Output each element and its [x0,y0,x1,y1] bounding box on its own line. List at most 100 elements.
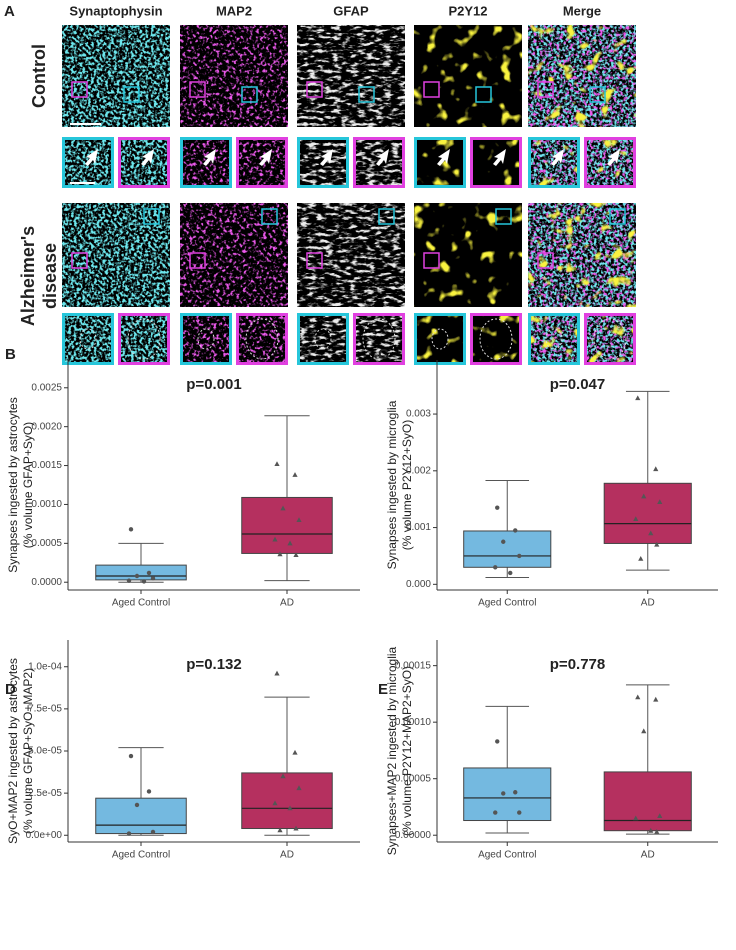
roi-box [306,81,323,98]
box [95,564,187,581]
data-point [657,813,663,818]
data-point [277,551,283,557]
panel-label: A [4,3,15,20]
inset-border [62,313,114,365]
roi-box [609,208,626,225]
micrograph-signal [414,203,522,307]
roi-box [495,208,512,225]
roi-box [189,252,206,269]
box [463,767,552,822]
data-point [501,539,506,544]
y-tick-label: 2.5e-05 [28,788,62,799]
outline [127,318,161,360]
micrograph-signal [528,25,636,127]
micrograph-signal [180,25,288,127]
micrograph-signal [62,25,170,127]
data-point [287,805,293,811]
box [241,772,333,830]
x-tick-label: AD [641,850,655,861]
micrographs: Synaptophysin MAP2 GFAP P2Y12 Merge Control Al… [18,3,636,365]
row-label: Alzheimer's [18,226,38,326]
y-tick-label: 0.0020 [31,421,62,432]
micrograph-signal [297,25,405,127]
column-header: P2Y12 [448,3,487,18]
y-axis-label: Synapses ingested by microglia [385,400,399,569]
data-point [641,493,647,499]
roi-box [71,252,88,269]
panel-label: E [378,681,388,698]
data-point [134,573,140,579]
x-tick-label: AD [641,598,655,609]
data-point [633,516,639,522]
y-tick-label: 0.0010 [31,499,62,510]
column-header: Merge [563,3,601,18]
y-axis-label: Synapses ingested by astrocytes [6,397,20,572]
inset-signal [180,313,232,365]
roi-box [241,86,258,103]
data-point [272,536,278,542]
x-tick-label: AD [280,598,294,609]
data-point [274,670,280,676]
x-tick-label: AD [280,850,294,861]
inset-signal [353,313,405,365]
inset-border [297,137,349,188]
roi-box [358,86,375,103]
outline [479,318,513,360]
inset-border [353,313,405,365]
outline [431,328,449,350]
arrow [493,149,506,166]
y-tick-label: 0.003 [406,409,431,420]
data-point [128,527,134,532]
roi-box [143,208,160,225]
roi-box [537,252,554,269]
y-axis-label: SyO+MAP2 ingested by astrocytes [6,658,20,844]
data-point [146,570,152,576]
data-point [648,827,654,833]
y-tick-label: 0.0015 [31,460,62,471]
arrow [376,149,389,166]
outline [245,318,279,360]
inset-border [353,137,405,188]
inset-signal [414,313,466,365]
chart-title: p=0.778 [550,656,605,673]
data-point [654,541,660,547]
inset-border [180,137,232,188]
outline [362,318,396,360]
data-point [633,815,639,821]
data-point [653,696,659,702]
inset-border [414,137,466,188]
data-point [653,466,659,472]
data-point [274,461,280,466]
box [95,797,187,835]
inset-border [118,313,170,365]
inset-signal [62,313,114,365]
roi-box [589,86,606,103]
arrow [607,149,620,166]
y-tick-label: 1.0e-04 [28,661,62,672]
inset-border [470,137,522,188]
arrow [551,149,564,166]
y-tick-label: 0.00015 [395,660,432,671]
outline [197,328,215,350]
y-tick-label: 0.00005 [395,773,432,784]
data-point [280,505,286,511]
y-tick-label: 0.002 [406,465,431,476]
data-point [493,565,498,570]
data-point [126,831,132,836]
panel-label: D [5,681,16,698]
y-tick-label: 0.0025 [31,382,62,393]
data-point [501,791,506,796]
x-tick-label: Aged Control [478,598,536,609]
data-point [513,528,518,533]
data-point [493,810,498,815]
arrow [437,149,450,166]
chart-title: p=0.047 [550,376,605,393]
y-axis-label: (% volume P2Y12+MAP2+SyO) [400,666,414,836]
inset-border [62,137,114,188]
arrow [320,149,333,166]
y-tick-label: 7.5e-05 [28,704,62,715]
roi-box [261,208,278,225]
micrograph-signal [414,25,522,127]
row-label: disease [40,243,60,309]
